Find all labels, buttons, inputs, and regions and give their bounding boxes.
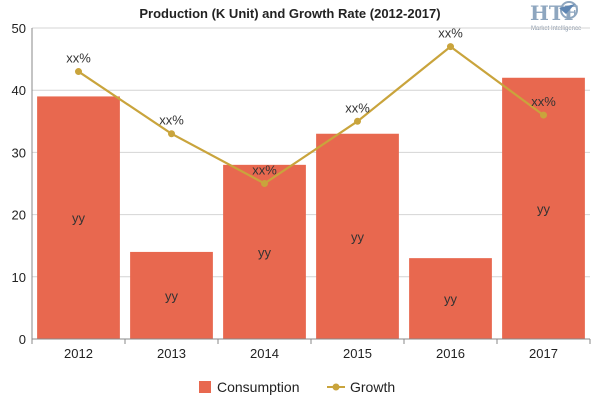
growth-data-label: xx% [66,51,91,66]
x-tick-label: 2012 [64,346,93,361]
bar [409,258,492,339]
legend-label-growth: Growth [350,379,395,395]
growth-point [447,43,454,51]
growth-point [540,111,547,119]
bar-data-label: yy [351,229,365,244]
legend-marker-growth [332,383,340,391]
logo-wordmark: HTF [530,1,578,25]
logo-globe-icon [560,1,578,19]
x-tick-label: 2015 [343,346,372,361]
y-tick-label: 0 [19,332,26,347]
growth-point [168,130,175,138]
y-tick-label: 10 [12,270,26,285]
bar [37,96,120,339]
y-tick-label: 40 [12,83,26,98]
growth-data-label: xx% [345,100,370,115]
legend: Consumption Growth [199,379,395,395]
data-labels: yy yy yy yy yy yy xx% xx% xx% xx% xx% xx% [66,26,556,307]
growth-point [75,68,82,76]
y-tick-label: 20 [12,208,26,223]
bar-data-label: yy [165,288,179,303]
growth-line [75,43,547,187]
bar [316,133,399,339]
x-tick-label: 2016 [436,346,465,361]
logo-swoosh-icon [559,4,575,14]
x-tick-label: 2013 [157,346,186,361]
logo-tagline: Market Intelligence [531,26,582,32]
growth-polyline [77,45,545,185]
growth-data-label: xx% [531,94,556,109]
bar-data-label: yy [258,245,272,260]
legend-swatch-consumption [199,381,211,393]
legend-label-consumption: Consumption [217,379,300,395]
growth-data-label: xx% [159,113,184,128]
x-tick-label: 2014 [250,346,279,361]
chart-title: Production (K Unit) and Growth Rate (201… [139,6,440,21]
bar-data-label: yy [537,201,551,216]
bars [37,77,585,339]
bar-data-label: yy [72,211,86,226]
growth-data-label: xx% [252,163,277,178]
htf-logo: HTF Market Intelligence [530,1,582,32]
bar-data-label: yy [444,292,458,307]
growth-point [354,117,361,125]
bar [130,251,213,339]
y-tick-label: 50 [12,21,26,36]
y-tick-label: 30 [12,145,26,160]
growth-data-label: xx% [438,26,463,41]
bar [223,164,306,339]
axes: 0 10 20 30 40 50 2012 2013 2014 2015 2016 2017 [12,21,591,361]
bar [502,77,585,339]
growth-point [261,180,268,187]
x-tick-label: 2017 [529,346,558,361]
